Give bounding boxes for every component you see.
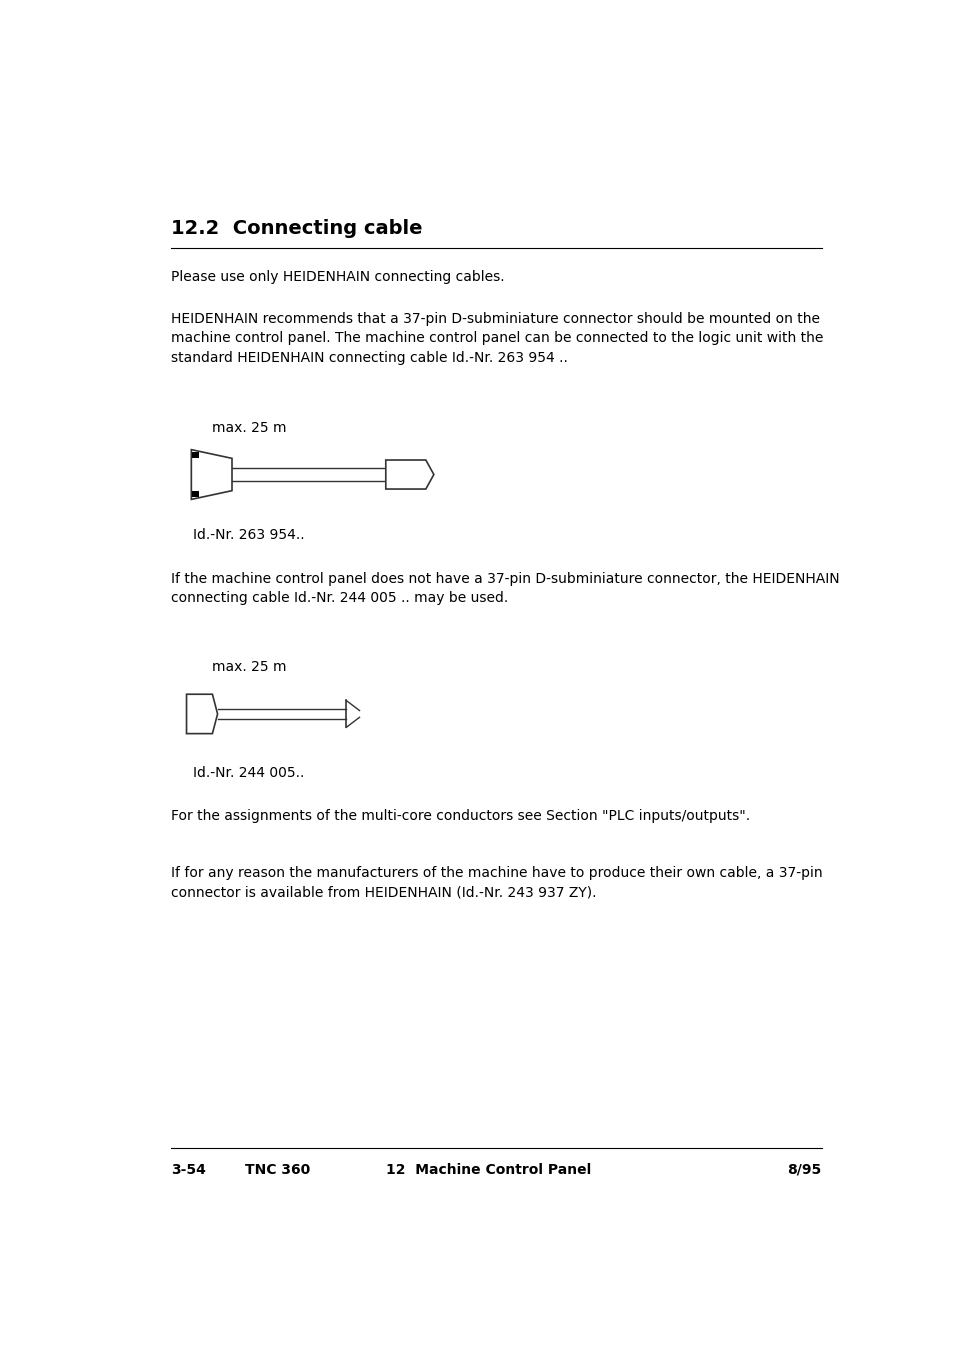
Text: 3-54: 3-54 xyxy=(171,1163,206,1176)
Text: Please use only HEIDENHAIN connecting cables.: Please use only HEIDENHAIN connecting ca… xyxy=(171,271,504,284)
Text: If the machine control panel does not have a 37-pin D-subminiature connector, th: If the machine control panel does not ha… xyxy=(171,572,839,606)
Text: 12.2  Connecting cable: 12.2 Connecting cable xyxy=(171,218,422,237)
Text: If for any reason the manufacturers of the machine have to produce their own cab: If for any reason the manufacturers of t… xyxy=(171,867,821,899)
Text: 8/95: 8/95 xyxy=(786,1163,821,1176)
Text: For the assignments of the multi-core conductors see Section "PLC inputs/outputs: For the assignments of the multi-core co… xyxy=(171,809,749,824)
Text: Id.-Nr. 244 005..: Id.-Nr. 244 005.. xyxy=(193,766,304,779)
Bar xyxy=(192,452,198,458)
Polygon shape xyxy=(385,460,434,489)
Polygon shape xyxy=(192,450,232,499)
Text: HEIDENHAIN recommends that a 37-pin D-subminiature connector should be mounted o: HEIDENHAIN recommends that a 37-pin D-su… xyxy=(171,312,822,365)
Text: Id.-Nr. 263 954..: Id.-Nr. 263 954.. xyxy=(193,529,305,542)
Bar xyxy=(192,491,198,497)
Polygon shape xyxy=(187,695,217,734)
Text: TNC 360: TNC 360 xyxy=(245,1163,310,1176)
Text: max. 25 m: max. 25 m xyxy=(212,420,286,435)
Text: max. 25 m: max. 25 m xyxy=(212,660,286,674)
Text: 12  Machine Control Panel: 12 Machine Control Panel xyxy=(386,1163,591,1176)
